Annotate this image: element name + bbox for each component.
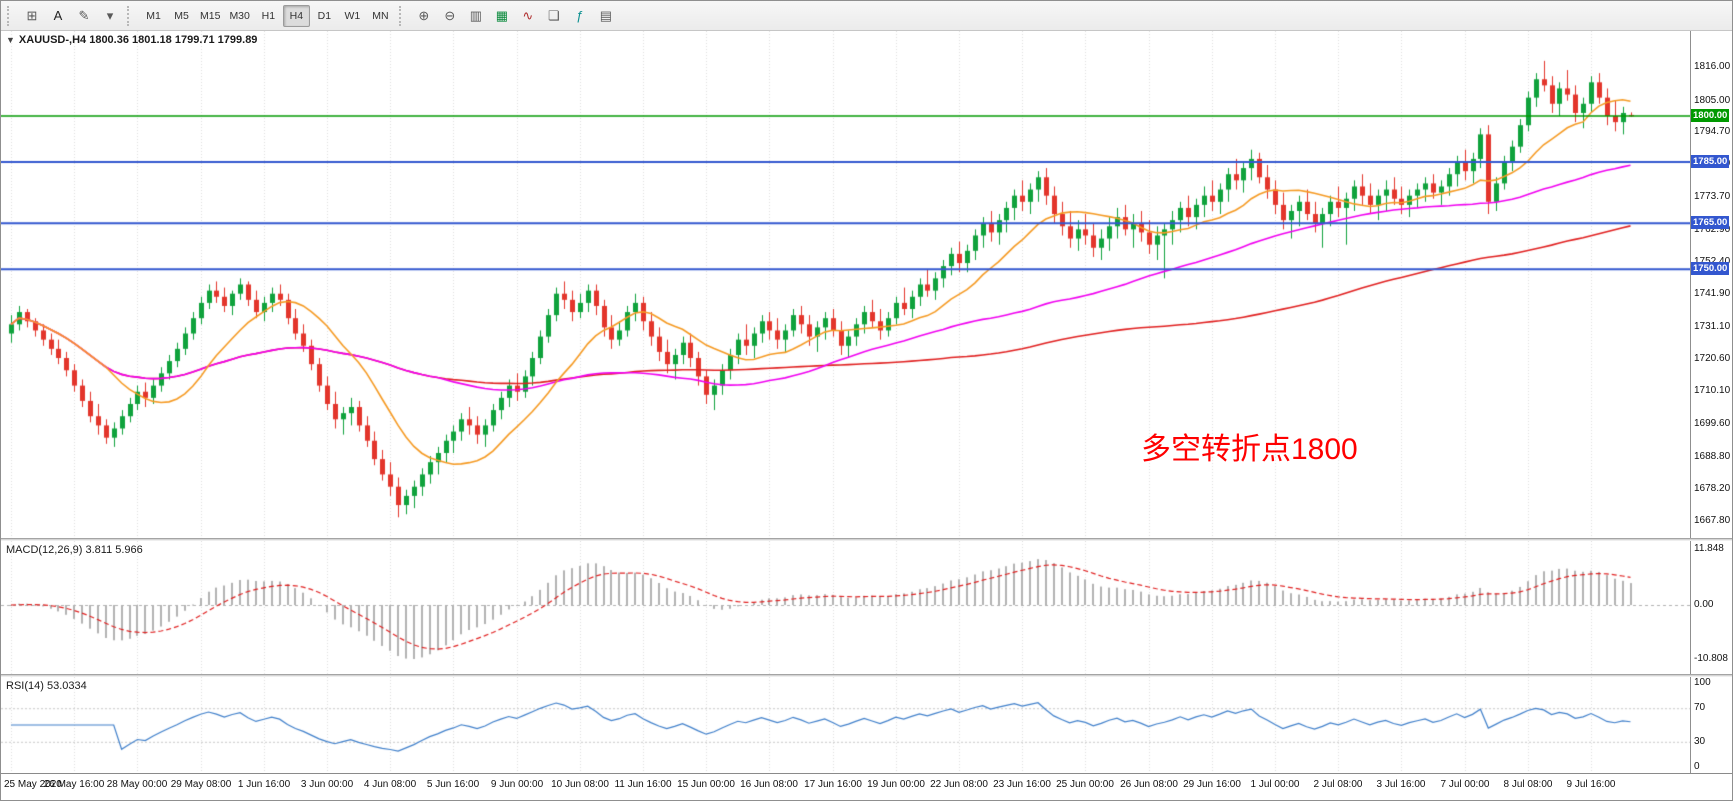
bar-chart-icon[interactable]: ▥ [469, 7, 483, 23]
timeframe-button-d1[interactable]: D1 [317, 9, 332, 22]
time-axis-label: 23 Jun 16:00 [993, 779, 1051, 790]
time-axis-label: 3 Jul 16:00 [1376, 779, 1426, 790]
time-axis-label: 9 Jul 16:00 [1566, 779, 1616, 790]
time-axis-label: 2 Jul 08:00 [1313, 779, 1363, 790]
toolbar-left-group: ⊞ A ✎ ▾ [20, 5, 122, 27]
price-tick-label: 1720.60 [1694, 353, 1731, 365]
chart-title-text: XAUUSD-,H4 1800.36 1801.18 1799.71 1799.… [18, 34, 258, 46]
draw-tool-icon[interactable]: ✎ [78, 7, 90, 23]
price-tick-label: 1752.40 [1694, 256, 1730, 268]
indicators-list-icon[interactable]: ƒ [576, 8, 584, 23]
tile-windows-icon[interactable]: ❏ [548, 7, 560, 23]
price-tick-label: 1678.20 [1694, 483, 1731, 495]
time-axis-label: 25 May 2020 [4, 779, 62, 790]
hline-price-tag: 1785.00 [1691, 154, 1730, 168]
tools-dropdown-chevron[interactable]: ▾ [106, 7, 114, 23]
price-tick-label: 1773.70 [1694, 190, 1731, 202]
timeframe-button-m30[interactable]: M30 [229, 9, 250, 22]
macd-tick-label: 11.848 [1694, 543, 1724, 554]
time-axis-label: 16 Jun 08:00 [740, 779, 798, 790]
time-axis-label: 29 May 08:00 [170, 779, 232, 790]
macd-tick-label: -10.808 [1694, 653, 1728, 664]
candlestick-chart-icon[interactable]: ▦ [495, 7, 509, 23]
time-axis-label: 5 Jun 16:00 [426, 779, 480, 790]
toolbar-drag-handle[interactable] [398, 5, 405, 26]
time-axis-label: 8 Jul 08:00 [1503, 779, 1553, 790]
price-tick-label: 1667.80 [1694, 515, 1731, 526]
chart-grid-icon[interactable]: ⊞ [26, 7, 38, 23]
rsi-tick-label: 100 [1694, 677, 1711, 688]
price-tick-label: 1731.10 [1694, 321, 1731, 333]
panel-separator[interactable] [1, 538, 1732, 541]
text-label-tool-button[interactable]: A [53, 8, 63, 23]
time-axis-label: 10 Jun 08:00 [551, 779, 609, 790]
panel-separator[interactable] [1, 674, 1732, 677]
time-axis-label: 7 Jul 00:00 [1440, 779, 1490, 790]
toolbar: ⊞ A ✎ ▾ M1 M5 M15 M30 H1 H4 D1 W1 MN ⊕ ⊖ ▥ ▦ ∿ ❏ ƒ ▤ [1, 1, 1732, 31]
chart-annotation-text[interactable]: 多空转折点1800 [1141, 433, 1358, 466]
rsi-tick-label: 0 [1694, 761, 1700, 772]
macd-label: MACD(12,26,9) 3.811 5.966 [6, 544, 143, 556]
chart-title: ▼ XAUUSD-,H4 1800.36 1801.18 1799.71 179… [6, 34, 257, 46]
time-axis-label: 4 Jun 08:00 [363, 779, 417, 790]
zoom-out-icon[interactable]: ⊖ [444, 7, 456, 23]
line-chart-icon[interactable]: ∿ [522, 7, 534, 23]
time-axis-label: 9 Jun 00:00 [490, 779, 544, 790]
timeframe-button-m5[interactable]: M5 [174, 9, 189, 22]
time-axis-label: 1 Jun 16:00 [237, 779, 291, 790]
time-axis-label: 29 Jun 16:00 [1183, 779, 1241, 790]
price-tick-label: 1699.60 [1694, 417, 1731, 429]
timeframe-toolbar: M1 M5 M15 M30 H1 H4 D1 W1 MN [140, 4, 394, 27]
price-tick-label: 1794.70 [1694, 126, 1731, 138]
time-axis-label: 1 Jul 00:00 [1250, 779, 1300, 790]
timeframe-button-h4[interactable]: H4 [282, 4, 310, 27]
macd-tick-label: 0.00 [1694, 599, 1714, 610]
time-axis-label: 11 Jun 16:00 [614, 779, 672, 790]
price-tick-label: 1741.90 [1694, 288, 1731, 299]
macd-canvas[interactable] [1, 541, 1690, 675]
price-tick-label: 1688.80 [1694, 450, 1731, 462]
timeframe-button-m15[interactable]: M15 [200, 9, 221, 22]
timeframe-button-h1[interactable]: H1 [261, 9, 276, 22]
time-axis[interactable]: 25 May 2020 26 May 16:00 28 May 00:00 29 Ma… [1, 773, 1732, 800]
price-axis[interactable]: 1816.001805.001794.701784.201773.701762.… [1691, 31, 1732, 539]
rsi-canvas[interactable] [1, 677, 1690, 773]
hline-price-tag: 1800.00 [1691, 109, 1730, 122]
hline-price-tag: 1750.00 [1691, 262, 1730, 276]
zoom-in-icon[interactable]: ⊕ [418, 7, 430, 23]
timeframe-button-w1[interactable]: W1 [344, 9, 361, 22]
timeframe-button-m1[interactable]: M1 [146, 9, 161, 22]
toolbar-drag-handle[interactable] [7, 5, 13, 26]
price-tick-label: 1805.00 [1694, 94, 1731, 106]
time-axis-label: 26 May 16:00 [43, 779, 105, 790]
toolbar-drag-handle[interactable] [127, 5, 133, 26]
timeframe-button-mn[interactable]: MN [372, 9, 389, 22]
chart-expander-icon[interactable]: ▼ [6, 35, 15, 45]
time-axis-label: 19 Jun 00:00 [867, 779, 925, 790]
price-tick-label: 1816.00 [1694, 61, 1731, 72]
price-chart-canvas[interactable] [1, 31, 1690, 539]
rsi-label: RSI(14) 53.0334 [6, 680, 87, 692]
rsi-tick-label: 30 [1694, 735, 1706, 747]
time-axis-label: 15 Jun 00:00 [677, 779, 735, 790]
rsi-panel: RSI(14) 53.0334 100 70 30 0 [1, 677, 1732, 773]
macd-panel: MACD(12,26,9) 3.811 5.966 11.848 0.00 -10.… [1, 541, 1732, 675]
time-axis-label: 25 Jun 00:00 [1056, 779, 1114, 790]
rsi-tick-label: 70 [1694, 702, 1706, 714]
time-axis-label: 3 Jun 00:00 [300, 779, 354, 790]
hline-price-tag: 1765.00 [1691, 216, 1730, 230]
toolbar-right-group: ⊕ ⊖ ▥ ▦ ∿ ❏ ƒ ▤ [412, 5, 618, 27]
time-axis-label: 28 May 00:00 [106, 779, 168, 790]
price-chart-panel: ▼ XAUUSD-,H4 1800.36 1801.18 1799.71 179… [1, 31, 1732, 539]
time-axis-label: 22 Jun 08:00 [930, 779, 988, 790]
axis-border [1690, 31, 1691, 773]
time-axis-label: 26 Jun 08:00 [1120, 779, 1178, 790]
macd-axis[interactable]: 11.848 0.00 -10.808 [1691, 541, 1732, 675]
templates-icon[interactable]: ▤ [599, 7, 613, 23]
rsi-axis[interactable]: 100 70 30 0 [1691, 677, 1732, 773]
time-axis-label: 17 Jun 16:00 [804, 779, 862, 790]
price-tick-label: 1710.10 [1694, 385, 1731, 397]
